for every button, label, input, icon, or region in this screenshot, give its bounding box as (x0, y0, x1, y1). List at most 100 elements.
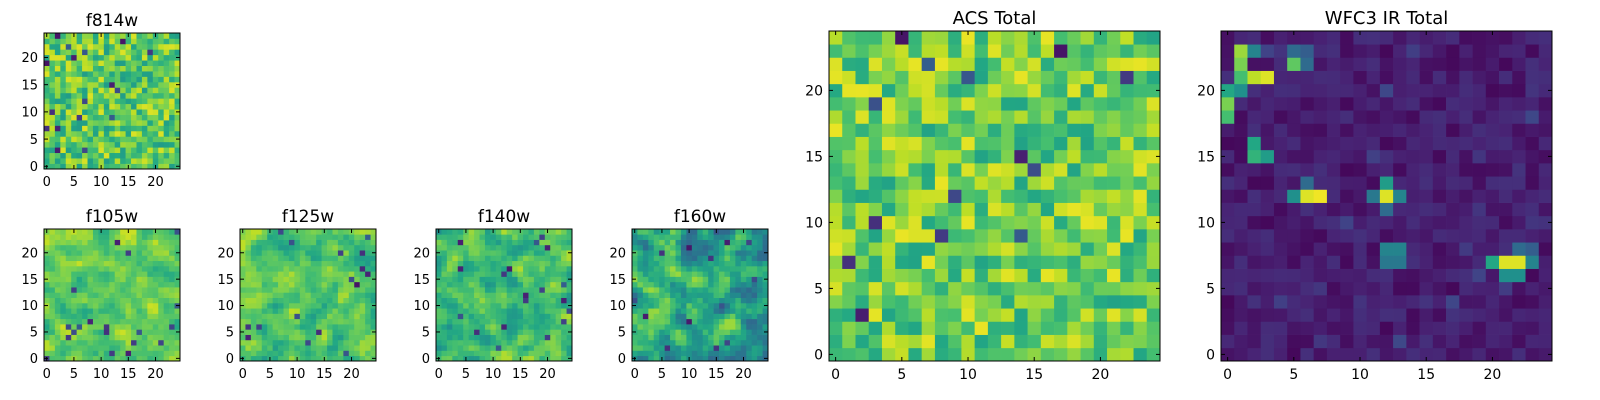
heatmap-cell (868, 334, 883, 349)
heatmap-cell (729, 345, 736, 351)
heatmap-cell (632, 292, 638, 298)
heatmap-cell (114, 229, 121, 235)
heatmap-cell (54, 308, 61, 314)
heatmap-cell (670, 345, 676, 351)
heatmap-cell (762, 265, 769, 272)
heatmap-cell (1014, 347, 1028, 362)
heatmap-cell (436, 339, 442, 346)
heatmap-cell (316, 313, 322, 320)
heatmap-cell (735, 265, 742, 272)
heatmap-cell (98, 65, 105, 72)
heatmap-cell (49, 292, 56, 298)
heatmap-cell (294, 292, 301, 298)
heatmap-cell (1260, 83, 1275, 98)
heatmap-cell (131, 271, 137, 277)
heatmap-cell (506, 255, 513, 262)
heatmap-cell (697, 350, 704, 357)
heatmap-cell (332, 345, 339, 351)
x-tick-label: 10 (1351, 367, 1369, 383)
heatmap-cell (163, 60, 170, 66)
heatmap-cell (109, 329, 116, 335)
heatmap-cell (490, 287, 497, 293)
heatmap-cell (680, 250, 687, 256)
heatmap-cell (1432, 123, 1447, 137)
heatmap-cell (757, 234, 763, 240)
heatmap-cell (65, 136, 72, 143)
heatmap-cell (642, 292, 649, 298)
heatmap-cell (147, 158, 154, 164)
heatmap-cell (702, 302, 709, 309)
heatmap-cell (697, 239, 704, 246)
heatmap-cell (523, 239, 529, 246)
heatmap-cell (169, 49, 175, 56)
heatmap-cell (1313, 255, 1328, 269)
heatmap-cell (512, 302, 518, 309)
heatmap-cell (60, 103, 67, 110)
heatmap-cell (544, 313, 551, 320)
heatmap-cell (240, 234, 246, 240)
y-tick-label: 10 (217, 299, 234, 314)
heatmap-cell (82, 287, 88, 293)
heatmap-cell (762, 234, 769, 240)
heatmap-cell (245, 339, 252, 346)
heatmap-cell (702, 313, 709, 320)
heatmap-cell (337, 345, 344, 351)
heatmap-cell (468, 265, 475, 272)
heatmap-cell (463, 329, 469, 335)
heatmap-cell (65, 239, 72, 246)
heatmap-cell (348, 281, 355, 288)
heatmap-cell (829, 321, 843, 335)
heatmap-cell (163, 33, 170, 39)
heatmap-cell (1027, 123, 1042, 137)
heatmap-cell (648, 271, 655, 277)
heatmap-cell (708, 302, 714, 309)
heatmap-cell (1027, 136, 1042, 151)
heatmap-cell (245, 271, 252, 277)
heatmap-cell (141, 158, 148, 164)
x-tick-label: 10 (959, 367, 977, 383)
heatmap-cell (675, 255, 682, 262)
heatmap-cell (1040, 149, 1055, 164)
heatmap-cell (267, 265, 273, 272)
heatmap-cell (934, 136, 949, 151)
heatmap-cell (359, 350, 366, 357)
heatmap-cell (441, 339, 448, 346)
heatmap-cell (642, 302, 649, 309)
heatmap-cell (278, 355, 284, 362)
heatmap-cell (829, 83, 843, 98)
heatmap-cell (343, 276, 350, 283)
heatmap-cell (895, 97, 909, 111)
heatmap-cell (76, 141, 83, 148)
heatmap-cell (855, 242, 870, 256)
heatmap-cell (523, 318, 529, 325)
heatmap-cell (642, 318, 649, 325)
heatmap-cell (370, 350, 377, 357)
heatmap-cell (87, 87, 94, 94)
heatmap-cell (539, 350, 546, 357)
heatmap-cell (484, 239, 491, 246)
heatmap-cell (1054, 308, 1068, 322)
heatmap-cell (948, 334, 962, 349)
heatmap-cell (1512, 347, 1526, 362)
heatmap-cell (881, 136, 896, 151)
heatmap-cell (1260, 321, 1275, 335)
heatmap-cell (131, 81, 137, 88)
axes-frame (43, 228, 181, 362)
heatmap-cell (348, 234, 355, 240)
heatmap-cell (1459, 334, 1473, 349)
heatmap-cell (141, 234, 148, 240)
heatmap-cell (1340, 321, 1354, 335)
heatmap-cell (120, 33, 126, 39)
heatmap-cell (463, 281, 469, 288)
heatmap-cell (1001, 255, 1015, 269)
heatmap-cell (1393, 268, 1407, 283)
heatmap-cell (757, 324, 763, 330)
heatmap-cell (735, 255, 742, 262)
heatmap-cell (555, 276, 562, 283)
y-tick-label: 10 (609, 299, 626, 314)
heatmap-cell (1459, 321, 1473, 335)
heatmap-cell (1538, 83, 1553, 98)
heatmap-cell (441, 313, 448, 320)
heatmap-cell (539, 281, 546, 288)
heatmap-cell (163, 136, 170, 143)
